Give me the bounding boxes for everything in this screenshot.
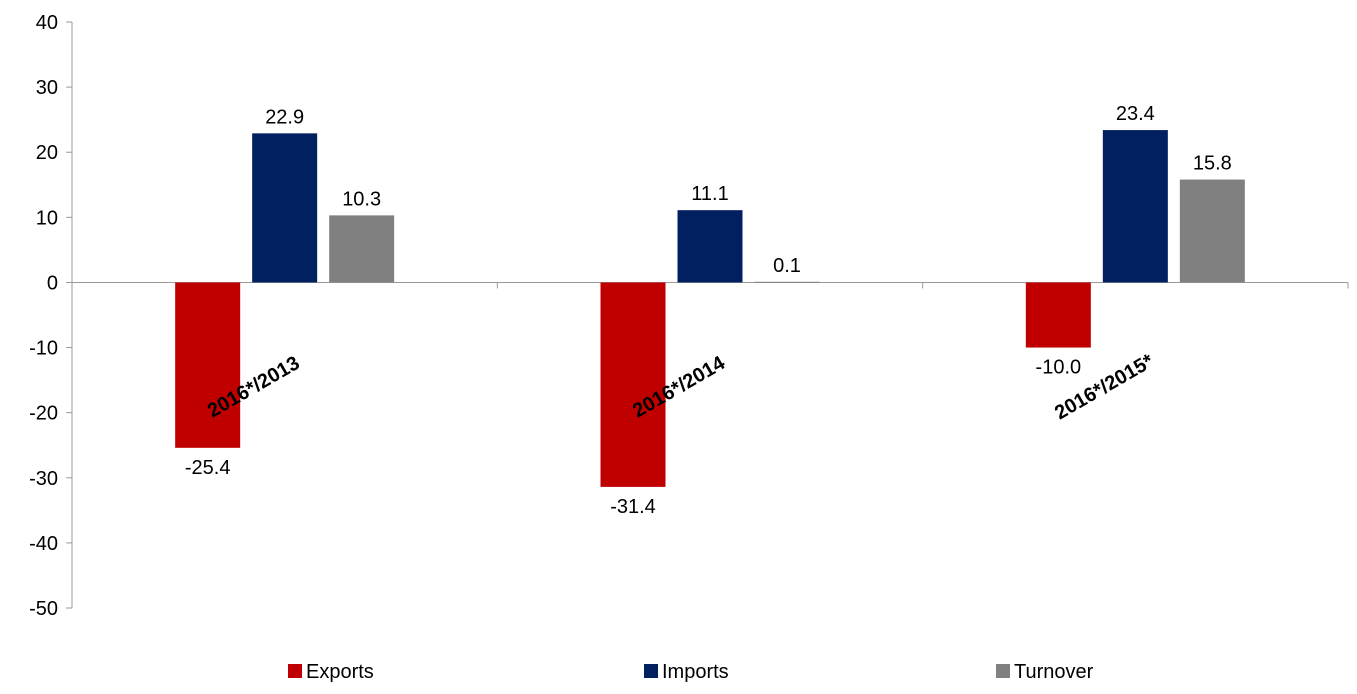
bars	[175, 130, 1245, 487]
y-tick-label: -10	[29, 338, 58, 360]
data-label: 22.9	[265, 106, 304, 128]
legend-swatch	[288, 664, 302, 678]
bar-exports	[175, 282, 241, 448]
legend: Exports Imports Turnover	[288, 661, 1094, 683]
bar-exports	[600, 282, 666, 487]
y-tick-label: 10	[36, 207, 58, 229]
legend-label: Turnover	[1014, 661, 1094, 683]
y-tick-label: 30	[36, 77, 58, 99]
legend-swatch	[996, 664, 1010, 678]
y-tick-label: 20	[36, 142, 58, 164]
data-label: 15.8	[1193, 153, 1232, 175]
data-labels: -25.4 22.9 10.3 -31.4 11.1 0.1 -10.0 23.4 15.8	[185, 103, 1232, 518]
y-tick-label: -20	[29, 403, 58, 425]
legend-label: Imports	[662, 661, 729, 683]
bar-turnover	[754, 281, 820, 283]
y-tick-label: 0	[47, 272, 58, 294]
bar-turnover	[1179, 179, 1245, 283]
legend-swatch	[644, 664, 658, 678]
data-label: 23.4	[1116, 103, 1155, 125]
data-label: 10.3	[342, 188, 381, 210]
y-tick-label: -30	[29, 468, 58, 490]
category-labels: 2016*/2013 2016*/2014 2016*/2015*	[204, 350, 1158, 424]
data-label: -31.4	[610, 496, 656, 518]
data-label: 0.1	[773, 255, 801, 277]
y-tick-label: 40	[36, 12, 58, 34]
data-label: 11.1	[691, 183, 728, 205]
bar-imports	[677, 210, 743, 283]
data-label: -25.4	[185, 457, 231, 479]
y-tick-label: -50	[29, 598, 58, 620]
bar-exports	[1025, 282, 1091, 348]
data-label: -10.0	[1036, 357, 1082, 379]
legend-label: Exports	[306, 661, 374, 683]
bar-imports	[252, 133, 318, 283]
bar-imports	[1102, 130, 1168, 283]
bar-turnover	[329, 215, 395, 283]
y-tick-label: -40	[29, 533, 58, 555]
